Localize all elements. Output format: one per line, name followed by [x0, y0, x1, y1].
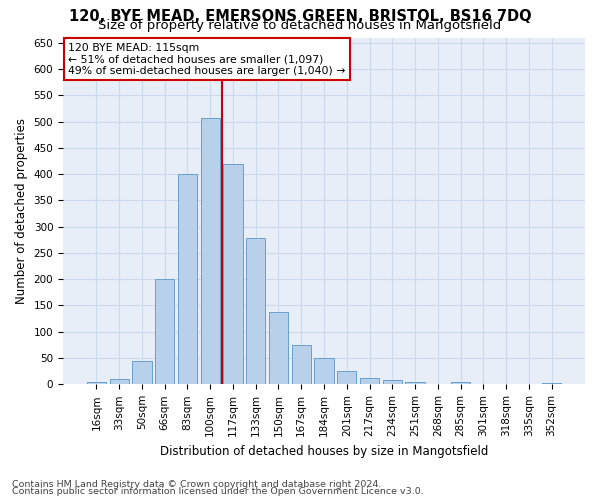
Bar [406, 382, 425, 384]
Y-axis label: Number of detached properties: Number of detached properties [15, 118, 28, 304]
Bar [110, 379, 129, 384]
Bar [360, 378, 379, 384]
Bar [223, 164, 242, 384]
Bar [314, 358, 334, 384]
Bar [451, 382, 470, 384]
Bar [200, 118, 220, 384]
Bar [542, 382, 561, 384]
Bar [155, 279, 175, 384]
Bar [337, 371, 356, 384]
Text: Size of property relative to detached houses in Mangotsfield: Size of property relative to detached ho… [98, 18, 502, 32]
X-axis label: Distribution of detached houses by size in Mangotsfield: Distribution of detached houses by size … [160, 444, 488, 458]
Bar [292, 345, 311, 385]
Bar [269, 312, 288, 384]
Text: Contains public sector information licensed under the Open Government Licence v3: Contains public sector information licen… [12, 487, 424, 496]
Text: 120, BYE MEAD, EMERSONS GREEN, BRISTOL, BS16 7DQ: 120, BYE MEAD, EMERSONS GREEN, BRISTOL, … [68, 9, 532, 24]
Bar [178, 174, 197, 384]
Bar [246, 238, 265, 384]
Text: 120 BYE MEAD: 115sqm
← 51% of detached houses are smaller (1,097)
49% of semi-de: 120 BYE MEAD: 115sqm ← 51% of detached h… [68, 42, 346, 76]
Bar [87, 382, 106, 384]
Text: Contains HM Land Registry data © Crown copyright and database right 2024.: Contains HM Land Registry data © Crown c… [12, 480, 382, 489]
Bar [132, 360, 152, 384]
Bar [383, 380, 402, 384]
